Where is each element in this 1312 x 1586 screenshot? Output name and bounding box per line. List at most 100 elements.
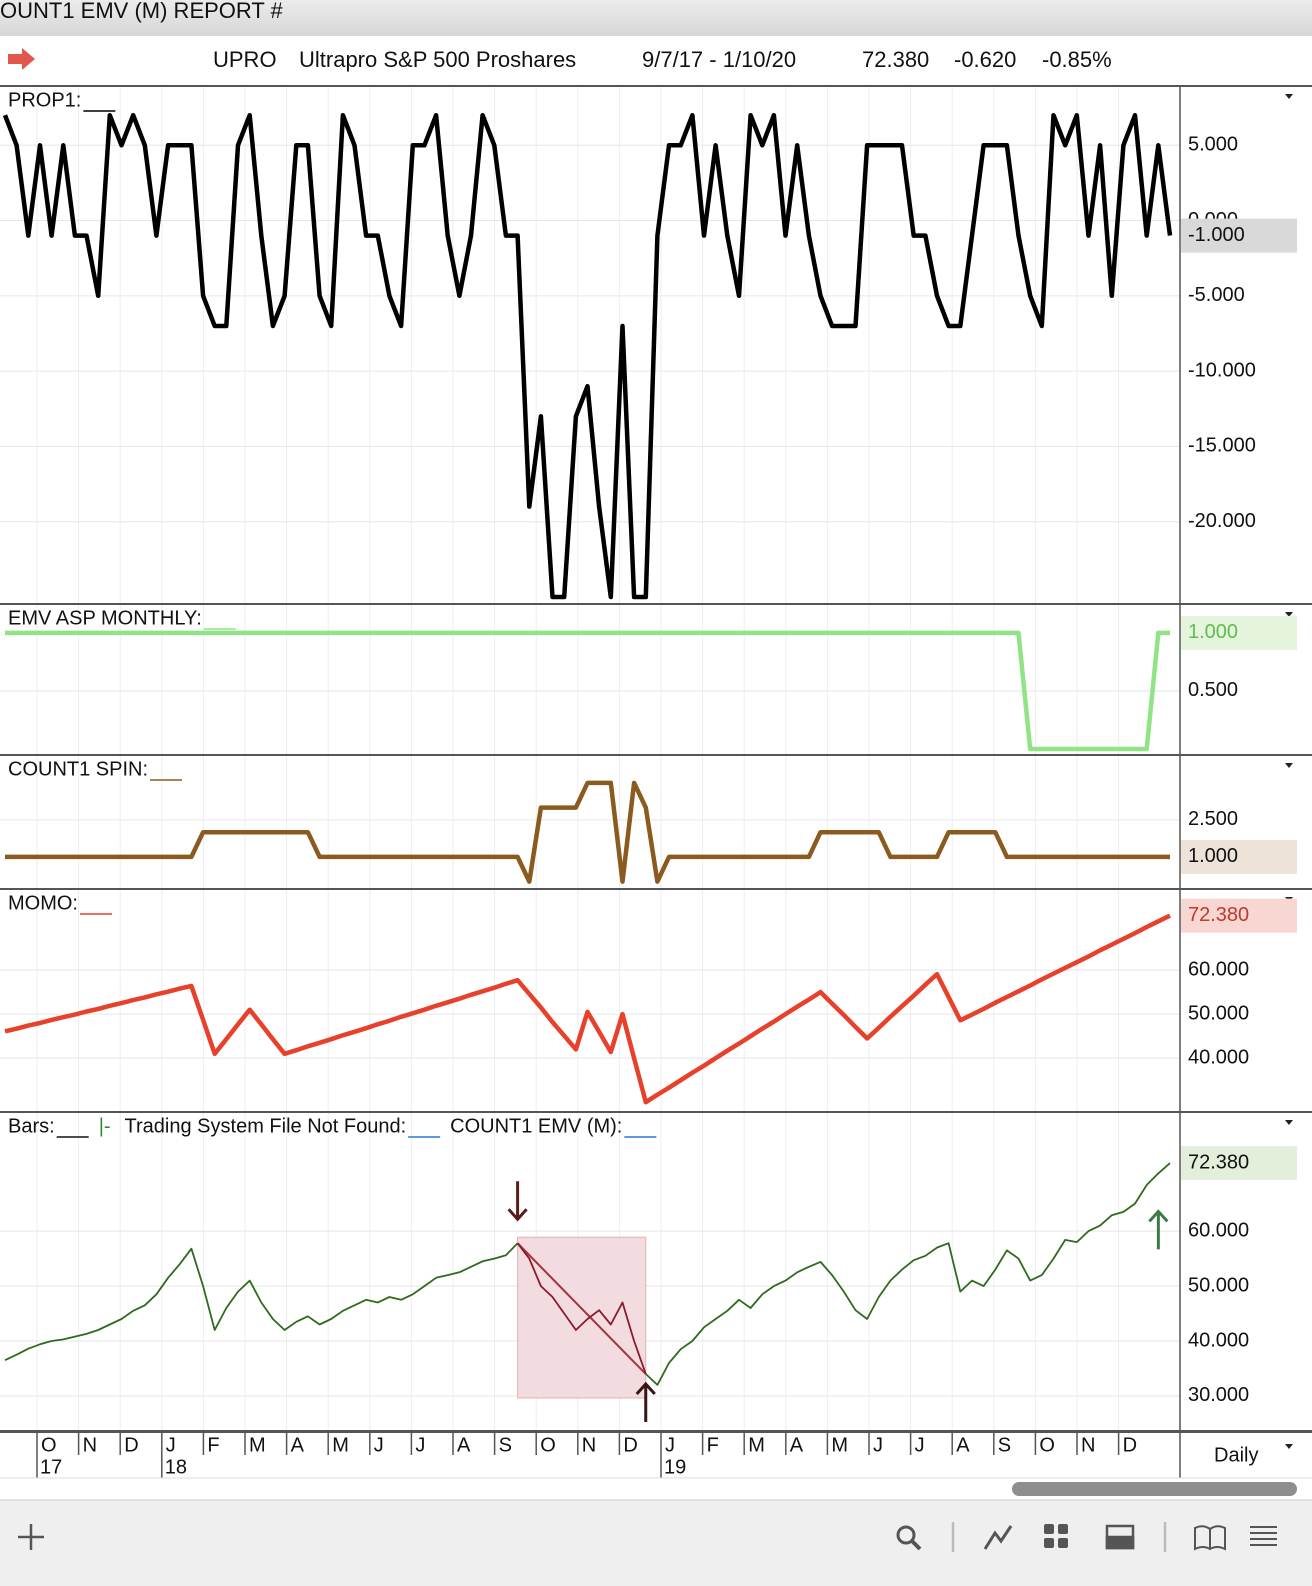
month-label: J: [415, 1434, 425, 1456]
last-price: 72.380: [862, 47, 929, 72]
month-label: N: [582, 1434, 596, 1456]
current-value-box: [1181, 218, 1297, 253]
dropdown[interactable]: [1285, 763, 1293, 768]
grid-button[interactable]: [1044, 1524, 1054, 1534]
month-label: J: [915, 1434, 925, 1456]
y-tick-label: 60.000: [1188, 958, 1249, 980]
pane-title: COUNT1 EMV (M):: [450, 1115, 622, 1137]
month-label: J: [665, 1434, 675, 1456]
y-tick-label: 40.000: [1188, 1046, 1249, 1068]
month-label: A: [291, 1434, 305, 1456]
series-line: [5, 630, 1170, 752]
dropdown[interactable]: [1285, 1120, 1293, 1125]
grid-cell: [1058, 1538, 1068, 1548]
title-symbol: |-: [99, 1115, 111, 1137]
toolbar: [0, 1500, 1312, 1586]
month-label: A: [956, 1434, 970, 1456]
current-value-label: 72.380: [1188, 1151, 1249, 1173]
menu-button[interactable]: [1250, 1526, 1277, 1546]
month-label: D: [623, 1434, 637, 1456]
draw-button[interactable]: [983, 1525, 1013, 1550]
title-bar: [0, 0, 1312, 36]
y-tick-label: 50.000: [1188, 1002, 1249, 1024]
period-label[interactable]: Daily: [1214, 1444, 1258, 1466]
grid-cell: [1058, 1524, 1068, 1534]
y-tick-label: -20.000: [1188, 510, 1256, 532]
series-line: [516, 1242, 647, 1375]
layout-fill: [1105, 1535, 1135, 1550]
grid-cell: [1044, 1538, 1054, 1548]
y-tick-label: 40.000: [1188, 1329, 1249, 1351]
y-tick-label: 60.000: [1188, 1219, 1249, 1241]
signal-arrow: [635, 1381, 656, 1422]
y-tick-label: 50.000: [1188, 1274, 1249, 1296]
signal-arrow: [507, 1181, 528, 1222]
change: -0.620: [954, 47, 1016, 72]
current-value-label: 72.380: [1188, 904, 1249, 926]
series-line: [4, 1162, 1171, 1386]
series-line: [4, 913, 1171, 1105]
dropdown[interactable]: [1285, 94, 1293, 99]
pane: 5.0000.000-5.000-10.000-15.000-20.000-1.…: [0, 87, 1312, 605]
month-label: A: [457, 1434, 471, 1456]
month-label: A: [790, 1434, 804, 1456]
month-label: S: [499, 1434, 512, 1456]
y-tick-label: 2.500: [1188, 808, 1238, 830]
pane-title: COUNT1 SPIN:: [8, 758, 148, 780]
trend-line: [516, 1242, 647, 1375]
scrollbar[interactable]: [1012, 1482, 1297, 1496]
month-label: F: [707, 1434, 719, 1456]
pane: 0.500 1.000 EMV ASP MONTHLY:: [0, 605, 1312, 756]
current-value-box: [1181, 839, 1297, 874]
current-value-label: 1.000: [1188, 621, 1238, 643]
month-label: N: [1081, 1434, 1095, 1456]
month-label: O: [41, 1434, 57, 1456]
year-label: 18: [165, 1456, 187, 1478]
dropdown[interactable]: [1285, 612, 1293, 617]
pane: 2.500 1.000 COUNT1 SPIN:: [0, 756, 1312, 890]
current-value-label: -1.000: [1188, 224, 1245, 246]
arrow-icon[interactable]: [8, 48, 35, 70]
month-label: S: [998, 1434, 1011, 1456]
search-handle: [910, 1539, 922, 1551]
search-button[interactable]: [896, 1525, 916, 1545]
add-button[interactable]: [18, 1524, 44, 1550]
y-tick-label: 0.500: [1188, 679, 1238, 701]
month-label: F: [207, 1434, 219, 1456]
month-label: J: [166, 1434, 176, 1456]
pane-title: Bars:: [8, 1115, 55, 1137]
current-value-label: 1.000: [1188, 845, 1238, 867]
pane: 60.000 50.000 40.000 72.380 MOMO:: [0, 890, 1312, 1113]
pane: 60.000 50.000 40.000 30.000 72.380 Bars: |- Tra…: [0, 1113, 1312, 1432]
current-value-box: [1181, 615, 1297, 650]
dropdown[interactable]: [1285, 1444, 1293, 1449]
pane-title: MOMO:: [8, 892, 78, 914]
pane-title: Trading System File Not Found:: [125, 1115, 407, 1137]
book-button[interactable]: [1194, 1525, 1226, 1551]
pane-title: EMV ASP MONTHLY:: [8, 607, 202, 629]
symbol: UPRO: [213, 47, 277, 72]
current-value-box: [1181, 898, 1297, 933]
month-label: O: [1039, 1434, 1055, 1456]
month-label: M: [249, 1434, 266, 1456]
y-tick-label: -10.000: [1188, 359, 1256, 381]
month-label: M: [831, 1434, 848, 1456]
current-value-box: [1181, 1146, 1297, 1181]
y-tick-label: 5.000: [1188, 134, 1238, 156]
month-label: N: [83, 1434, 97, 1456]
signal-arrow: [1148, 1209, 1169, 1250]
pane-title: PROP1:: [8, 89, 81, 111]
month-label: J: [374, 1434, 384, 1456]
y-tick-label: 30.000: [1188, 1384, 1249, 1406]
window-title: OUNT1 EMV (M) REPORT #: [0, 0, 284, 23]
month-label: M: [332, 1434, 349, 1456]
year-label: 19: [664, 1456, 686, 1478]
month-label: O: [540, 1434, 556, 1456]
series-line: [5, 780, 1170, 884]
month-label: D: [124, 1434, 138, 1456]
month-label: D: [1123, 1434, 1137, 1456]
y-tick-label: -5.000: [1188, 284, 1245, 306]
date-range: 9/7/17 - 1/10/20: [642, 47, 796, 72]
